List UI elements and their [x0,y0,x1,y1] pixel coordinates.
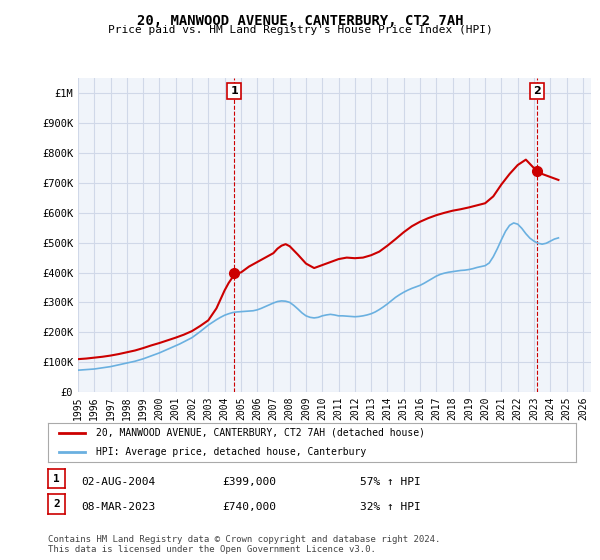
Text: 2: 2 [533,86,541,96]
Text: 20, MANWOOD AVENUE, CANTERBURY, CT2 7AH (detached house): 20, MANWOOD AVENUE, CANTERBURY, CT2 7AH … [95,428,425,437]
Text: Contains HM Land Registry data © Crown copyright and database right 2024.
This d: Contains HM Land Registry data © Crown c… [48,535,440,554]
Text: 57% ↑ HPI: 57% ↑ HPI [360,477,421,487]
Text: 20, MANWOOD AVENUE, CANTERBURY, CT2 7AH: 20, MANWOOD AVENUE, CANTERBURY, CT2 7AH [137,14,463,28]
Text: HPI: Average price, detached house, Canterbury: HPI: Average price, detached house, Cant… [95,447,366,457]
Text: 1: 1 [230,86,238,96]
Text: 1: 1 [53,474,60,483]
Text: 02-AUG-2004: 02-AUG-2004 [81,477,155,487]
Text: £399,000: £399,000 [222,477,276,487]
Text: £740,000: £740,000 [222,502,276,512]
Text: Price paid vs. HM Land Registry's House Price Index (HPI): Price paid vs. HM Land Registry's House … [107,25,493,35]
Text: 08-MAR-2023: 08-MAR-2023 [81,502,155,512]
Text: 32% ↑ HPI: 32% ↑ HPI [360,502,421,512]
Text: 2: 2 [53,500,60,509]
